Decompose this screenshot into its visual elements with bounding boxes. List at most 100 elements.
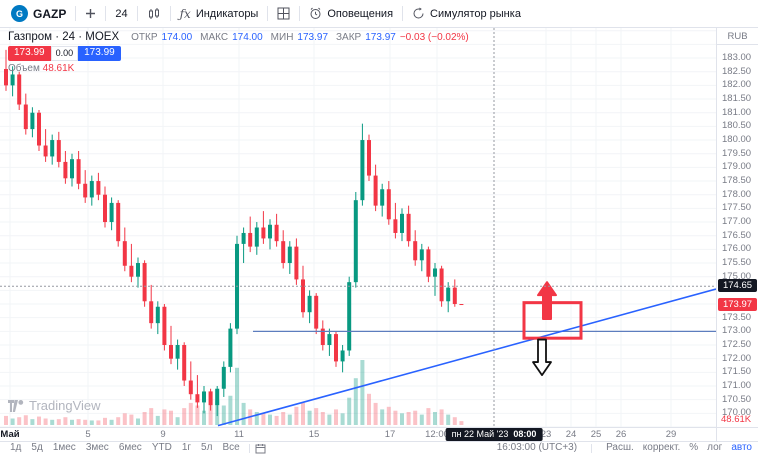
volume-axis-value: 48.61K	[721, 414, 752, 425]
price-axis-label: 181.00	[722, 106, 752, 118]
candle-body	[393, 219, 398, 233]
auto-scale-toggle[interactable]: авто	[731, 442, 752, 453]
volume-bar	[162, 409, 167, 425]
volume-bar	[459, 421, 464, 425]
range-button-5л[interactable]: 5л	[201, 442, 213, 453]
range-button-6мес[interactable]: 6мес	[118, 442, 142, 453]
time-axis-label: 23	[540, 429, 552, 440]
volume-bar	[109, 419, 114, 425]
range-button-5д[interactable]: 5д	[31, 442, 43, 453]
range-button-1г[interactable]: 1г	[181, 442, 192, 453]
grid-layout-icon	[277, 7, 290, 20]
price-axis-label: 175.00	[722, 270, 752, 282]
volume-bar	[241, 402, 246, 425]
top-toolbar: G GAZP 24 ƒx Индикаторы Оповещения С	[0, 0, 758, 28]
volume-bar	[50, 419, 55, 425]
price-axis-label: 171.00	[722, 380, 752, 391]
volume-bar	[155, 415, 160, 425]
time-axis-label: Май	[0, 429, 20, 440]
range-button-Все[interactable]: Все	[222, 442, 240, 453]
candle-body	[307, 295, 312, 313]
candle-body	[50, 140, 55, 157]
time-axis[interactable]: Май 5 9 11 15 17 12:00 23 24 25 26 29 пн 22 Май '23…	[0, 427, 758, 441]
range-button-1мес[interactable]: 1мес	[52, 442, 76, 453]
price-axis[interactable]: 183.00 182.50 182.00 181.50 181.00 180.50 180.…	[716, 28, 758, 427]
trend-line-drawing[interactable]	[217, 288, 716, 427]
price-axis-currency[interactable]: RUB	[717, 28, 758, 45]
candle-body	[175, 345, 180, 359]
toolbar-divider	[591, 443, 593, 453]
price-axis-label: 173.50	[722, 311, 752, 323]
market-replay-button[interactable]: Симулятор рынка	[405, 4, 528, 23]
candle-body	[426, 249, 431, 277]
layout-templates-button[interactable]	[270, 4, 297, 23]
volume-bar	[175, 417, 180, 425]
interval-button[interactable]: 24	[108, 5, 134, 23]
toolbar-divider	[248, 443, 250, 453]
compare-add-symbol-button[interactable]	[78, 5, 103, 22]
range-button-1д[interactable]: 1д	[10, 442, 22, 453]
date-range-buttons: 1д 5д 1мес 3мес 6мес YTD 1г 5л Все	[6, 442, 244, 454]
price-axis-label: 170.50	[722, 393, 752, 405]
volume-bar	[360, 360, 365, 425]
candle-body	[439, 268, 444, 302]
candle-body	[208, 391, 213, 406]
volume-bar	[221, 405, 226, 425]
volume-bar	[268, 414, 272, 425]
price-axis-label: 176.50	[722, 229, 752, 241]
volume-bar	[406, 412, 411, 425]
replay-icon	[413, 7, 424, 19]
indicators-button[interactable]: ƒx Индикаторы	[173, 4, 266, 24]
volume-bar	[142, 412, 147, 425]
alerts-button[interactable]: Оповещения	[302, 4, 400, 23]
up-arrow-drawing[interactable]	[537, 281, 557, 321]
price-axis-label: 183.00	[722, 52, 752, 64]
price-axis-ticks: 183.00 182.50 182.00 181.50 181.00 180.50 180.…	[717, 28, 758, 427]
chart-type-button[interactable]	[140, 4, 168, 24]
sell-price-button[interactable]: 173.99	[8, 46, 51, 61]
volume-bar	[195, 405, 200, 425]
candle-body	[320, 328, 325, 346]
buy-price-button[interactable]: 173.99	[78, 46, 121, 61]
alerts-label: Оповещения	[327, 7, 394, 20]
range-button-YTD[interactable]: YTD	[151, 442, 172, 453]
symbol-search-button[interactable]: G GAZP	[4, 2, 73, 25]
candle-body	[274, 224, 279, 242]
go-to-date-button[interactable]	[255, 443, 266, 454]
log-scale-toggle[interactable]: лог	[707, 442, 723, 453]
price-axis-label: 172.50	[722, 339, 752, 350]
crosshair-date: пн 22 Май '23	[451, 429, 509, 439]
volume-bar	[56, 419, 61, 425]
volume-bar	[413, 410, 418, 425]
candle-body	[360, 140, 365, 201]
candlestick-chart-canvas[interactable]	[0, 28, 716, 427]
volume-bar	[287, 414, 292, 425]
volume-bar	[228, 395, 233, 425]
candle-body	[76, 159, 81, 184]
volume-bar	[89, 420, 94, 425]
adjust-toggle[interactable]: коррект.	[642, 442, 681, 453]
time-axis-label: 24	[565, 429, 577, 440]
price-axis-label: 177.00	[722, 216, 752, 228]
candle-body	[30, 112, 35, 130]
price-axis-label: 180.50	[722, 120, 752, 132]
highlight-rectangle-drawing[interactable]	[522, 301, 583, 340]
candle-body	[294, 246, 299, 280]
volume-bar	[307, 410, 312, 425]
percent-scale-toggle[interactable]: %	[689, 442, 699, 453]
down-arrow-drawing[interactable]	[532, 338, 552, 376]
volume-bar	[314, 408, 319, 425]
volume-bar	[334, 409, 338, 425]
volume-bar	[320, 412, 325, 425]
candle-body	[129, 265, 134, 277]
session-extended-toggle[interactable]: Расш.	[606, 442, 634, 453]
clock-display[interactable]: 16:03:00 (UTC+3)	[496, 442, 578, 453]
candle-body	[452, 287, 457, 305]
time-axis-label: 25	[590, 429, 602, 440]
candle-body	[334, 334, 338, 362]
time-axis-label: 5	[85, 429, 91, 440]
chart-pane[interactable]: Газпром · 24 · MOEX ОТКР 174.00 МАКС 174.0…	[0, 28, 716, 427]
range-button-3мес[interactable]: 3мес	[85, 442, 109, 453]
indicators-label: Индикаторы	[195, 7, 259, 20]
